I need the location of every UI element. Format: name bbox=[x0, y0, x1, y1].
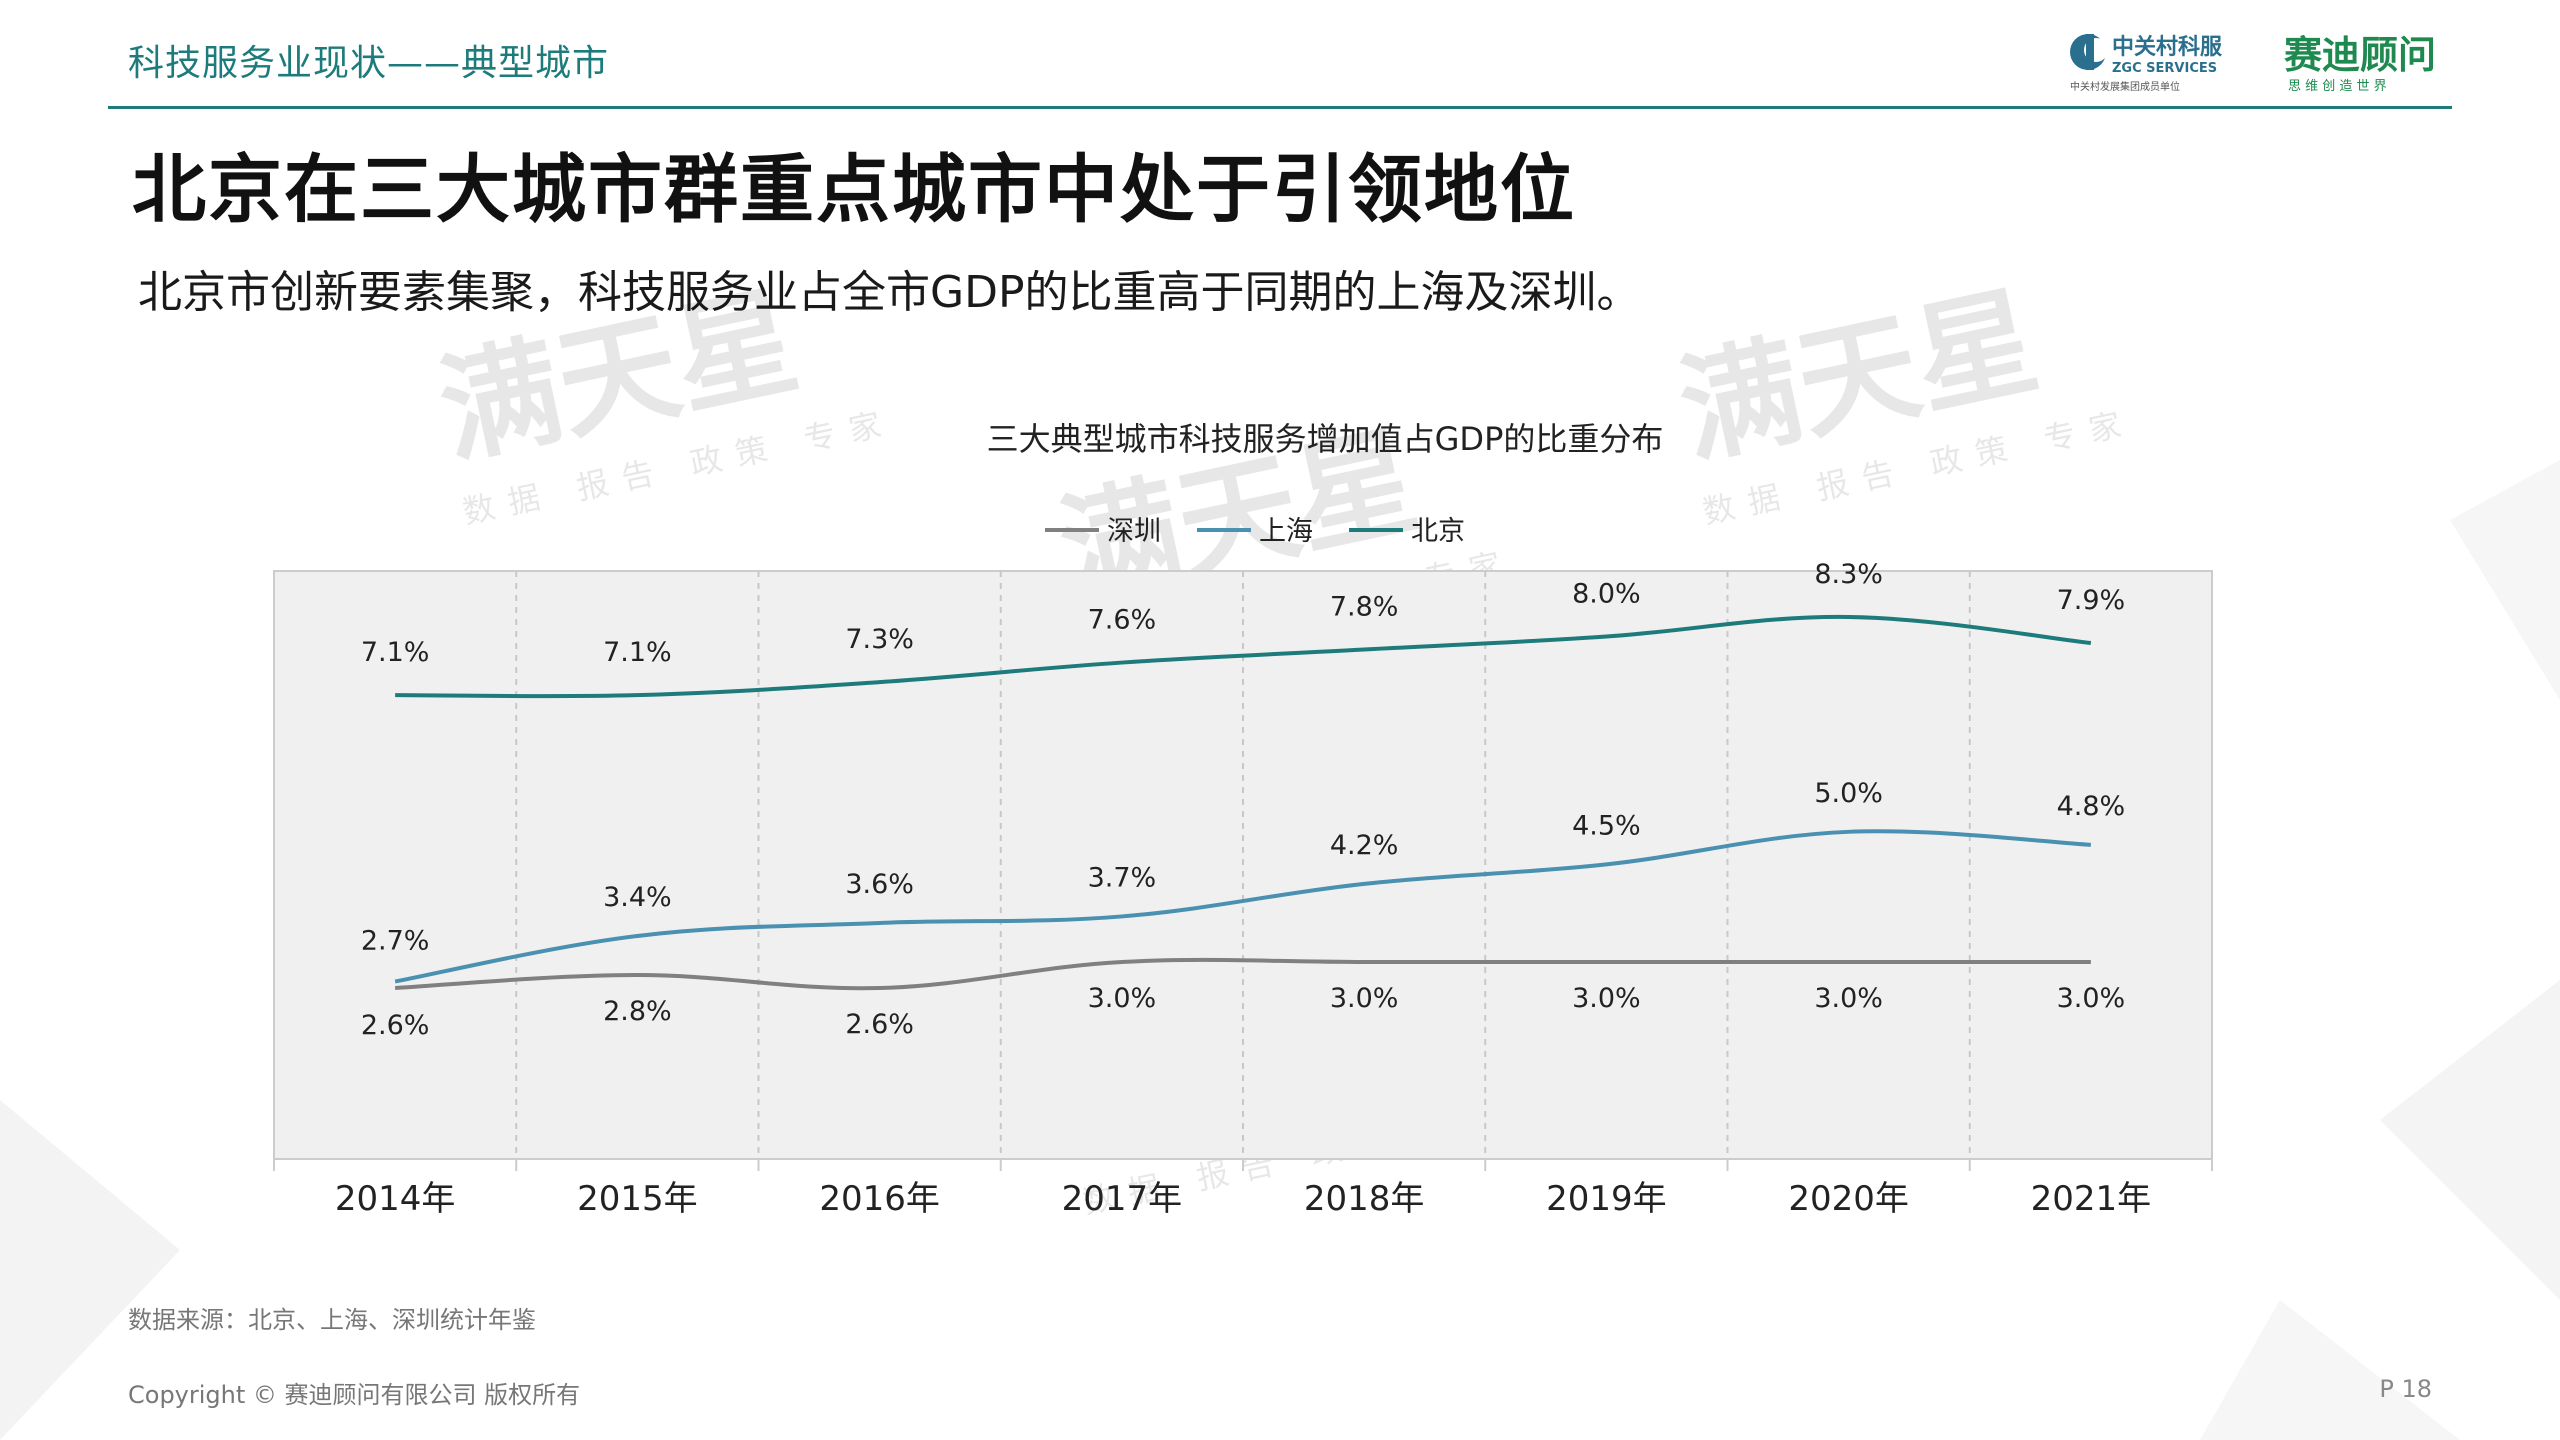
data-label: 4.5% bbox=[1572, 810, 1641, 841]
data-label: 7.6% bbox=[1088, 605, 1157, 636]
data-label: 7.8% bbox=[1330, 592, 1399, 623]
x-tick-label: 2015年 bbox=[577, 1179, 698, 1219]
x-tick-label: 2018年 bbox=[1304, 1179, 1425, 1219]
x-axis: 2014年 2015年 2016年 2017年 2018年 2019年 2020年 2021年 bbox=[273, 1159, 2213, 1219]
legend-label: 上海 bbox=[1259, 516, 1313, 547]
section-title: 科技服务业现状——典型城市 bbox=[128, 43, 610, 84]
data-label: 3.6% bbox=[845, 869, 914, 900]
data-label: 2.6% bbox=[845, 1009, 914, 1040]
x-tick-label: 2014年 bbox=[335, 1179, 456, 1219]
data-label: 7.1% bbox=[603, 637, 672, 668]
zgc-logo-icon bbox=[2070, 34, 2108, 70]
data-label: 4.8% bbox=[2057, 791, 2126, 822]
chart-legend: 深圳 上海 北京 bbox=[1045, 516, 1465, 547]
x-tick-label: 2021年 bbox=[2031, 1179, 2152, 1219]
series-line-深圳 bbox=[395, 957, 2091, 991]
data-label: 3.0% bbox=[1572, 983, 1641, 1014]
data-label: 7.1% bbox=[361, 637, 430, 668]
source-note: 数据来源：北京、上海、深圳统计年鉴 bbox=[128, 1306, 536, 1334]
data-label: 3.0% bbox=[1330, 983, 1399, 1014]
data-label: 2.6% bbox=[361, 1010, 430, 1041]
data-label: 8.0% bbox=[1572, 579, 1641, 610]
data-label: 3.0% bbox=[1814, 983, 1883, 1014]
page-title: 北京在三大城市群重点城市中处于引领地位 bbox=[132, 147, 1576, 233]
zgc-logo-sub: 中关村发展集团成员单位 bbox=[2070, 80, 2180, 93]
page-subtitle: 北京市创新要素集聚，科技服务业占全市GDP的比重高于同期的上海及深圳。 bbox=[138, 267, 1641, 318]
x-tick-label: 2019年 bbox=[1546, 1179, 1667, 1219]
data-label: 2.7% bbox=[361, 926, 430, 957]
zgc-logo-name: 中关村科服 bbox=[2112, 35, 2223, 60]
x-tick-label: 2017年 bbox=[1062, 1179, 1183, 1219]
legend-label: 北京 bbox=[1411, 516, 1465, 547]
series-line-北京 bbox=[395, 614, 2092, 699]
data-label: 7.3% bbox=[845, 624, 914, 655]
ccid-logo-slogan: 思 维 创 造 世 界 bbox=[2288, 79, 2387, 94]
series-layer bbox=[394, 614, 2092, 991]
x-tick-label: 2020年 bbox=[1788, 1179, 1909, 1219]
header-divider bbox=[108, 106, 2452, 109]
data-labels: 2.6% 2.8% 2.6% 3.0% 3.0% 3.0% 3.0% 3.0% 2.7% 3.4%… bbox=[361, 559, 2125, 1041]
data-label: 7.9% bbox=[2057, 585, 2126, 616]
chart-title: 三大典型城市科技服务增加值占GDP的比重分布 bbox=[987, 420, 1664, 458]
x-tick-label: 2016年 bbox=[819, 1179, 940, 1219]
data-label: 3.0% bbox=[1088, 983, 1157, 1014]
grid-lines bbox=[515, 571, 1971, 1159]
zgc-logo-en: ZGC SERVICES bbox=[2112, 61, 2217, 76]
page-number: P 18 bbox=[2379, 1375, 2432, 1403]
data-label: 3.4% bbox=[603, 882, 672, 913]
legend-label: 深圳 bbox=[1107, 516, 1161, 547]
data-label: 8.3% bbox=[1814, 559, 1883, 590]
data-label: 3.7% bbox=[1088, 862, 1157, 893]
data-label: 4.2% bbox=[1330, 830, 1399, 861]
series-line-上海 bbox=[394, 829, 2091, 984]
data-label: 3.0% bbox=[2057, 983, 2126, 1014]
data-label: 2.8% bbox=[603, 996, 672, 1027]
logo-group: 中关村科服 ZGC SERVICES 中关村发展集团成员单位 赛迪顾问 思 维 … bbox=[2066, 24, 2446, 96]
ccid-logo-name: 赛迪顾问 bbox=[2284, 32, 2436, 77]
data-label: 5.0% bbox=[1814, 778, 1883, 809]
copyright: Copyright © 赛迪顾问有限公司 版权所有 bbox=[128, 1381, 581, 1409]
